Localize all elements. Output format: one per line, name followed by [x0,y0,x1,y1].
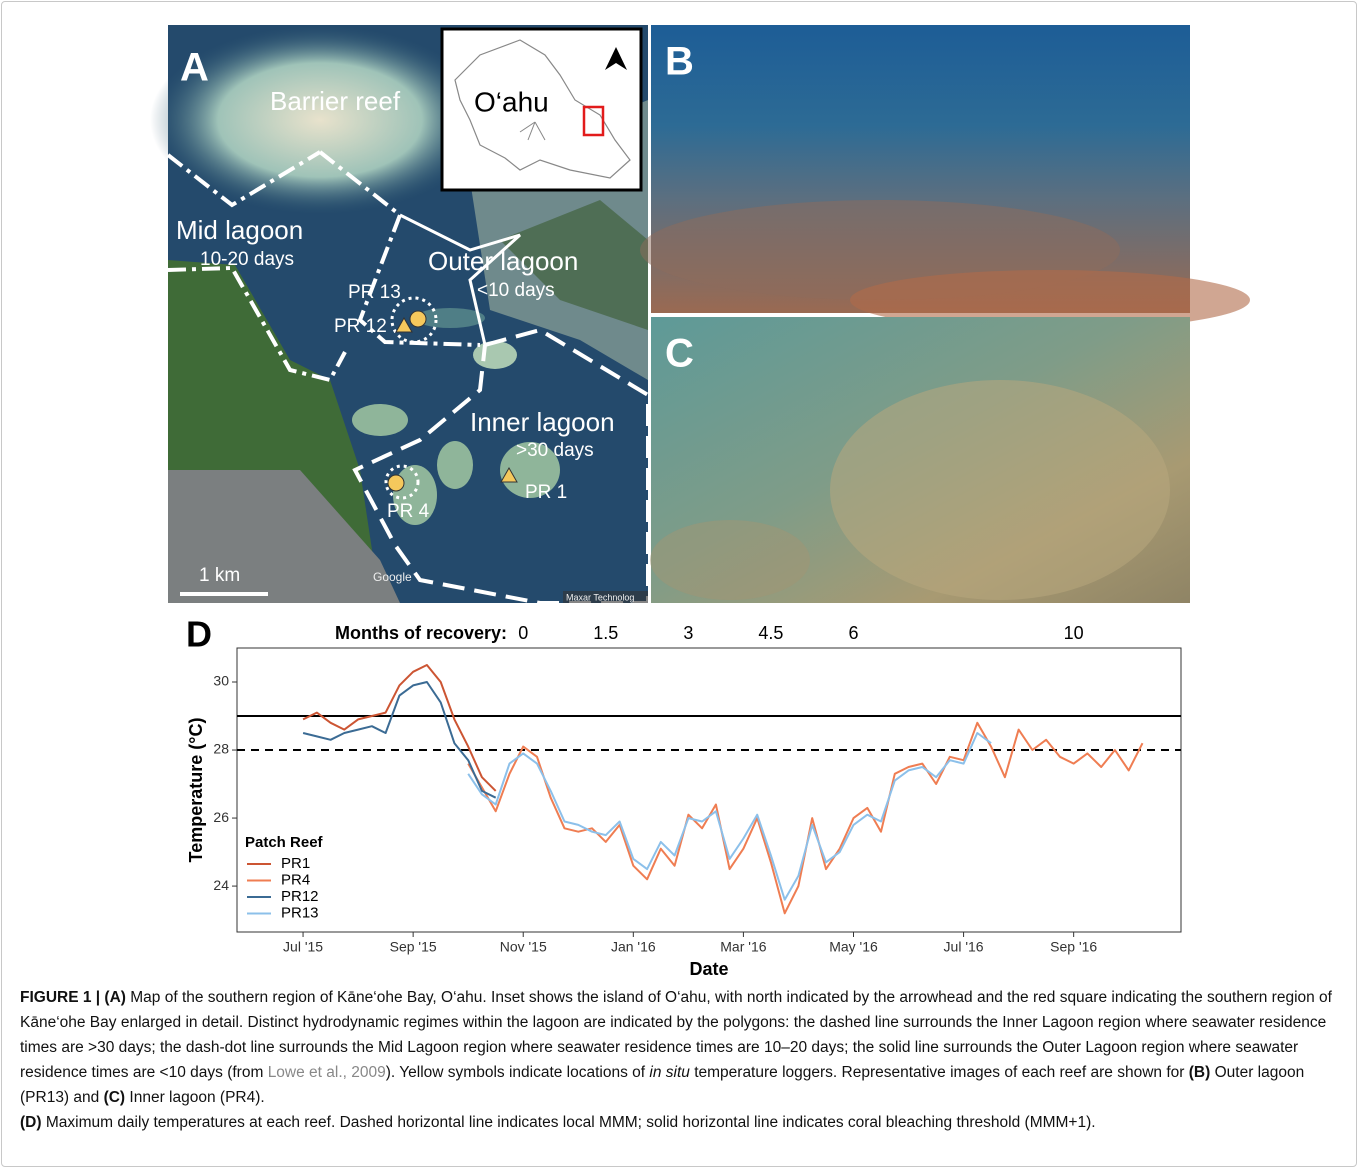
x-tick-label: Jul '15 [283,939,323,955]
y-tick-label: 30 [213,673,229,689]
map-panel: A Barrier reef Mid lagoon 10-20 days Out… [150,25,648,603]
x2-tick-label: 4.5 [758,623,783,643]
x-tick-label: Sep '16 [1050,939,1097,955]
legend-title: Patch Reef [245,834,324,851]
x2-tick-label: 6 [848,623,858,643]
map-label: 10-20 days [200,249,294,270]
attribution: Maxar Technolog [566,592,634,602]
map-label: Mid lagoon [176,215,303,245]
x-tick-label: Sep '15 [390,939,437,955]
map-label: Inner lagoon [470,407,615,437]
y-tick-label: 24 [213,877,229,893]
y-axis-label: Temperature (°C) [186,718,206,863]
caption-paragraph: (D) Maximum daily temperatures at each r… [20,1110,1342,1135]
caption-text[interactable]: Lowe et al., 2009 [268,1064,386,1081]
caption-text: in situ [649,1064,690,1081]
figure: A Barrier reef Mid lagoon 10-20 days Out… [0,0,1360,980]
logger-circle [410,311,426,327]
panel-letter: B [665,40,694,84]
map-label: Barrier reef [270,86,401,116]
series-line [303,665,496,791]
x2-tick-label: 3 [683,623,693,643]
patch-reef [352,404,408,436]
map-label: >30 days [516,440,594,461]
x2-tick-label: 1.5 [593,623,618,643]
x-axis-label: Date [689,959,728,979]
caption-text: temperature loggers. Representative imag… [690,1064,1189,1081]
x-tick-label: Mar '16 [720,939,766,955]
panel-letter: C [665,332,694,376]
logger-circle [388,475,404,491]
chart: D Months of recovery: Date Temperature (… [186,614,1181,979]
panel-letter: D [186,614,212,655]
site-label: PR 12 [334,316,387,337]
series-line [303,682,496,798]
caption-text: Inner lagoon (PR4). [125,1089,265,1106]
caption: FIGURE 1 | (A) Map of the southern regio… [20,985,1342,1135]
panel-letter: A [180,46,209,90]
caption-text: FIGURE 1 | (A) [20,989,126,1006]
caption-text: (B) [1189,1064,1211,1081]
site-label: PR 13 [348,282,401,303]
x2-tick-label: 10 [1064,623,1084,643]
patch-reef [437,441,473,489]
legend-label: PR1 [281,855,310,872]
legend-label: PR13 [281,904,319,921]
caption-paragraph: FIGURE 1 | (A) Map of the southern regio… [20,985,1342,1110]
x2-axis-label: Months of recovery: [335,623,507,643]
map-label: Outer lagoon [428,246,578,276]
plot-frame [237,648,1181,932]
inset-label: O‘ahu [474,86,549,117]
x-tick-label: Jul '16 [944,939,984,955]
x2-tick-label: 0 [518,623,528,643]
caption-text: (D) [20,1114,42,1131]
series-line [468,723,1142,914]
site-label: PR 1 [525,482,567,503]
x-tick-label: Jan '16 [611,939,656,955]
attribution: Google [373,570,412,584]
legend-label: PR12 [281,888,319,905]
y-tick-label: 28 [213,741,229,757]
y-tick-label: 26 [213,809,229,825]
map-label: <10 days [477,280,555,301]
series-line [468,733,991,900]
scale-label: 1 km [199,565,240,586]
x-tick-label: May '16 [829,939,878,955]
photo-texture [650,520,810,600]
site-label: PR 4 [387,501,430,522]
caption-text: ). Yellow symbols indicate locations of [386,1064,650,1081]
legend-label: PR4 [281,871,310,888]
caption-text: Maximum daily temperatures at each reef.… [42,1114,1096,1131]
caption-text: (C) [104,1089,126,1106]
x-tick-label: Nov '15 [500,939,547,955]
photo-texture [830,380,1170,600]
